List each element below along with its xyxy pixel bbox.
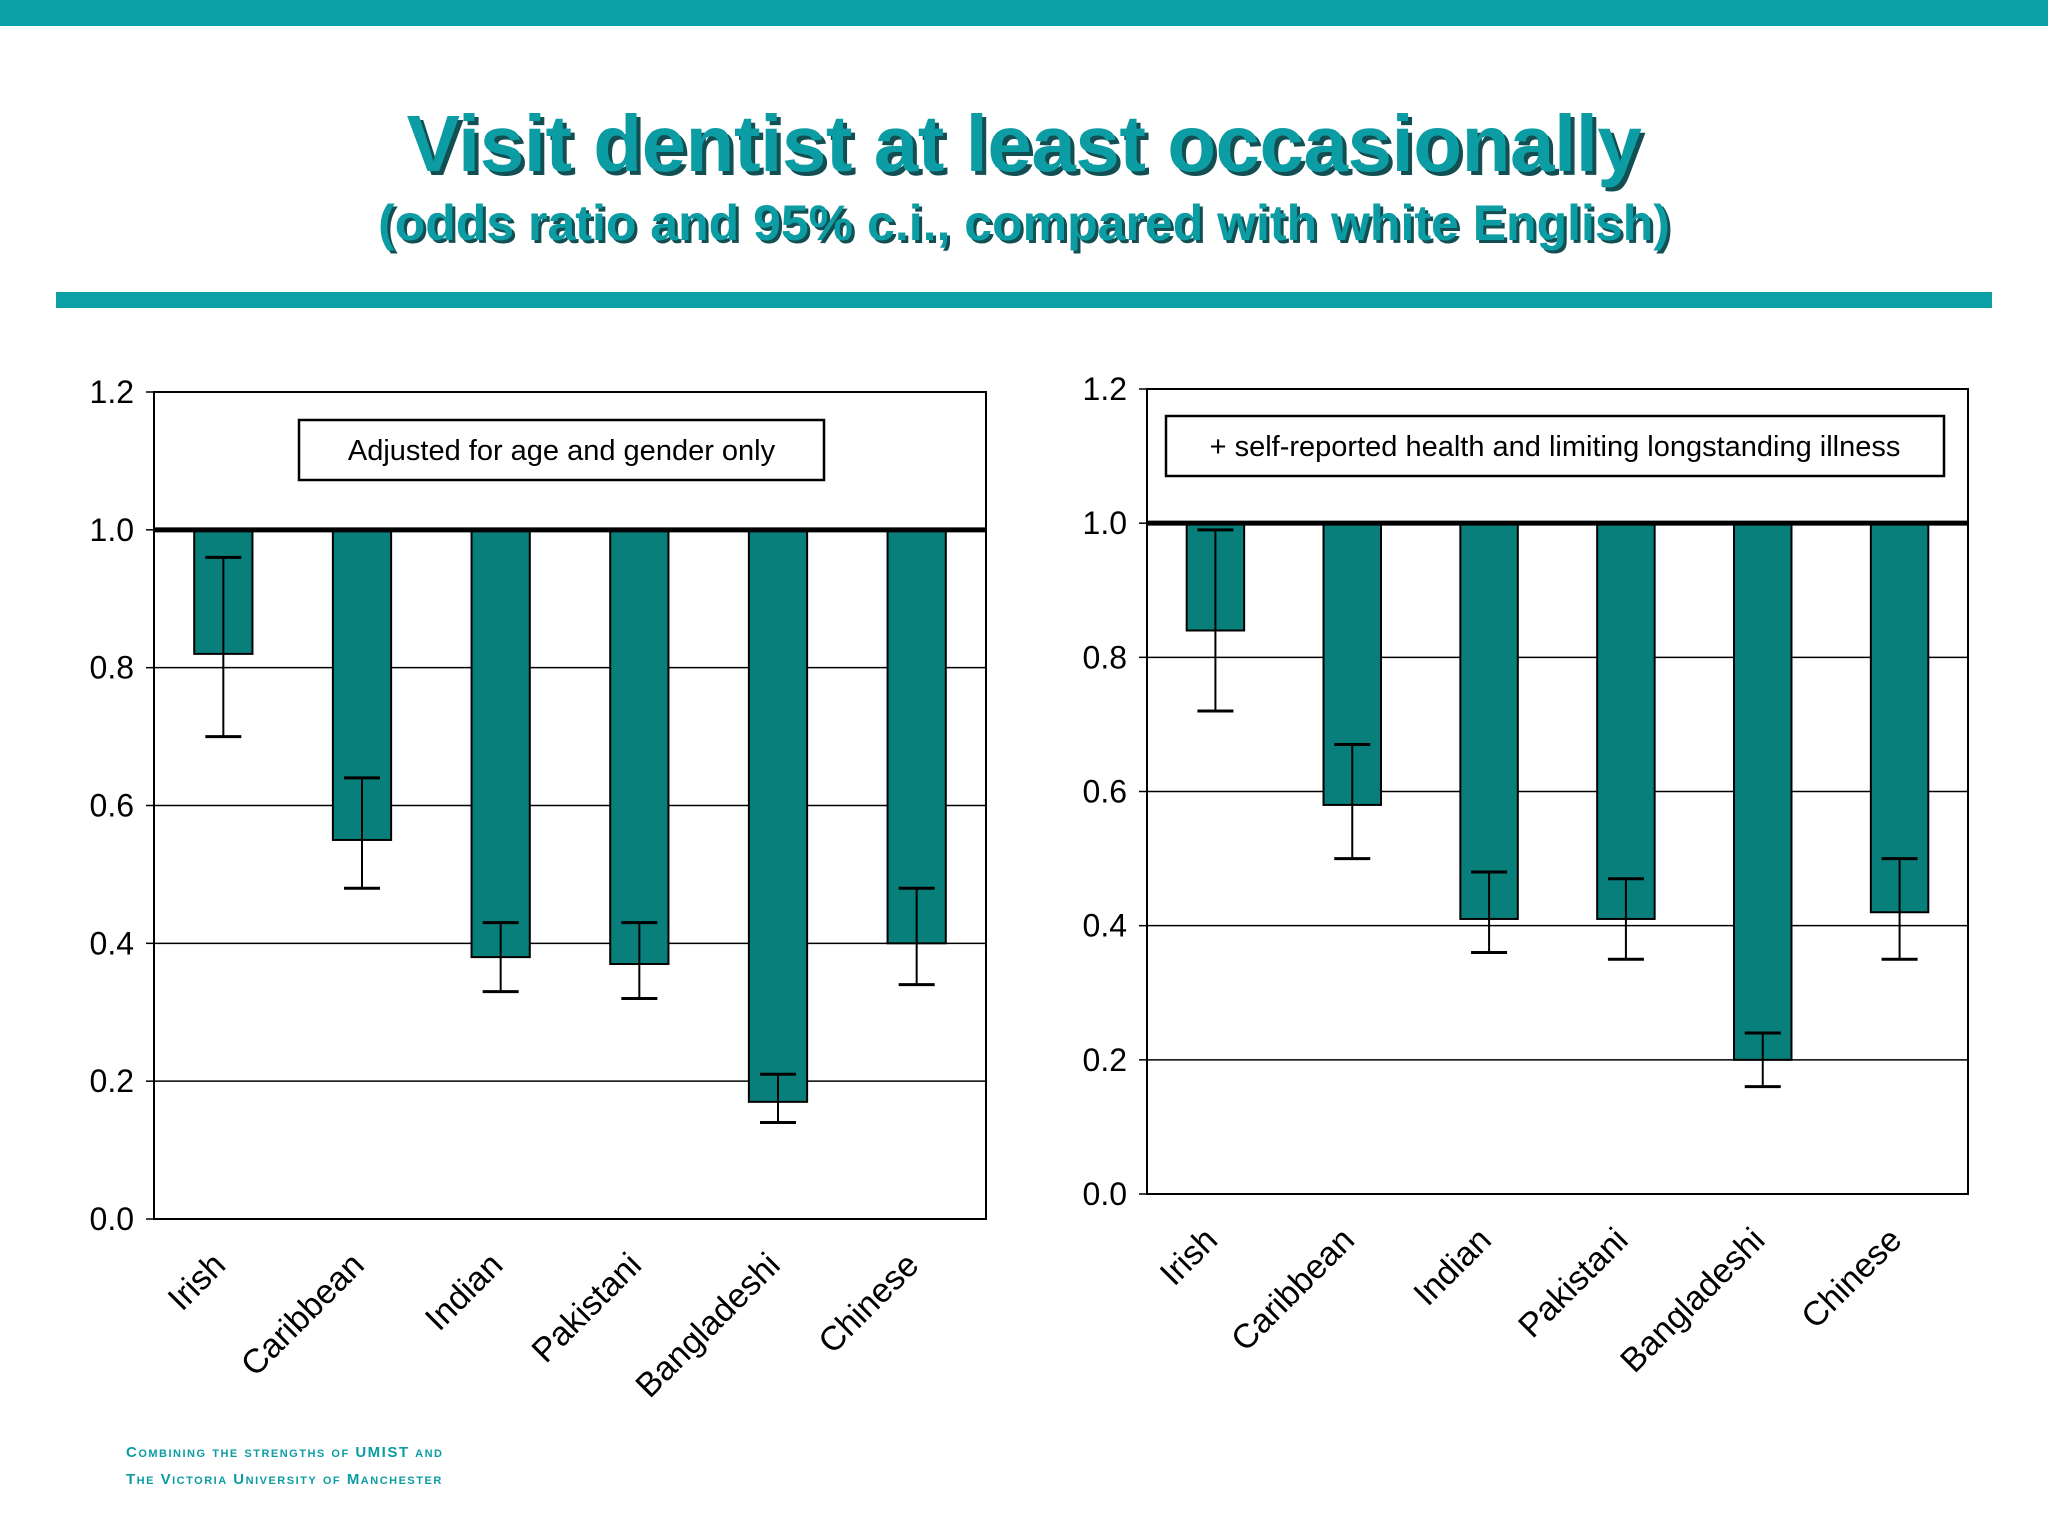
footer-line-2: The Victoria University of Manchester	[126, 1471, 443, 1488]
footer-line-1: Combining the strengths of UMIST and	[126, 1444, 444, 1461]
y-tick-label: 0.0	[1083, 1176, 1127, 1212]
page-title: Visit dentist at least occasionally	[406, 99, 1642, 188]
x-tick-label: Chinese	[1794, 1221, 1909, 1336]
bar-pakistani	[1596, 522, 1656, 920]
bar-bangladeshi	[747, 528, 809, 1103]
y-tick-label: 1.0	[90, 512, 134, 548]
bar-bangladeshi	[1733, 522, 1793, 1061]
x-tick-label: Pakistani	[1511, 1221, 1635, 1345]
bar-chinese	[1869, 522, 1930, 914]
chart-1: 0.0 0.2 0.4 0.6 0.8 1.0 1.2 Irish Caribbean India…	[90, 374, 987, 1405]
x-tick-label: Caribbean	[234, 1246, 372, 1384]
annotation-text: + self-reported health and limiting long…	[1210, 431, 1901, 463]
annotation-text: Adjusted for age and gender only	[348, 435, 776, 467]
x-tick-label: Indian	[1406, 1221, 1498, 1313]
x-tick-label: Bangladeshi	[628, 1246, 787, 1405]
y-tick-label: 1.2	[1083, 371, 1127, 407]
y-tick-label: 1.0	[1083, 505, 1127, 541]
y-tick-label: 0.6	[1083, 774, 1127, 810]
annotation-box	[297, 418, 826, 482]
bar-pakistani	[609, 528, 670, 966]
y-tick-label: 0.2	[1083, 1042, 1127, 1078]
bar-indian	[470, 528, 531, 959]
y-tick-label: 0.2	[90, 1063, 134, 1099]
y-tick-label: 0.4	[90, 925, 134, 961]
top-accent-bar	[0, 0, 2048, 26]
y-tick-label: 0.6	[90, 788, 134, 824]
annotation-box	[1164, 414, 1946, 478]
page-subtitle: (odds ratio and 95% c.i., compared with …	[378, 195, 1670, 251]
title-divider	[56, 292, 1992, 308]
y-tick-label: 0.4	[1083, 908, 1127, 944]
bar-indian	[1459, 522, 1519, 920]
y-tick-label: 0.8	[1083, 639, 1127, 675]
x-tick-label: Irish	[1153, 1221, 1225, 1293]
chart-2: 0.0 0.2 0.4 0.6 0.8 1.0 1.2 Irish Caribbean India…	[1083, 371, 1969, 1380]
x-tick-label: Pakistani	[525, 1246, 649, 1370]
bar-chinese	[886, 528, 947, 945]
y-tick-label: 0.0	[90, 1201, 134, 1237]
x-tick-label: Indian	[418, 1246, 510, 1338]
y-tick-label: 1.2	[90, 374, 134, 410]
x-tick-label: Bangladeshi	[1613, 1221, 1772, 1380]
x-tick-label: Irish	[161, 1246, 233, 1318]
x-tick-label: Caribbean	[1224, 1221, 1362, 1359]
x-tick-label: Chinese	[811, 1246, 926, 1361]
y-tick-label: 0.8	[90, 650, 134, 686]
